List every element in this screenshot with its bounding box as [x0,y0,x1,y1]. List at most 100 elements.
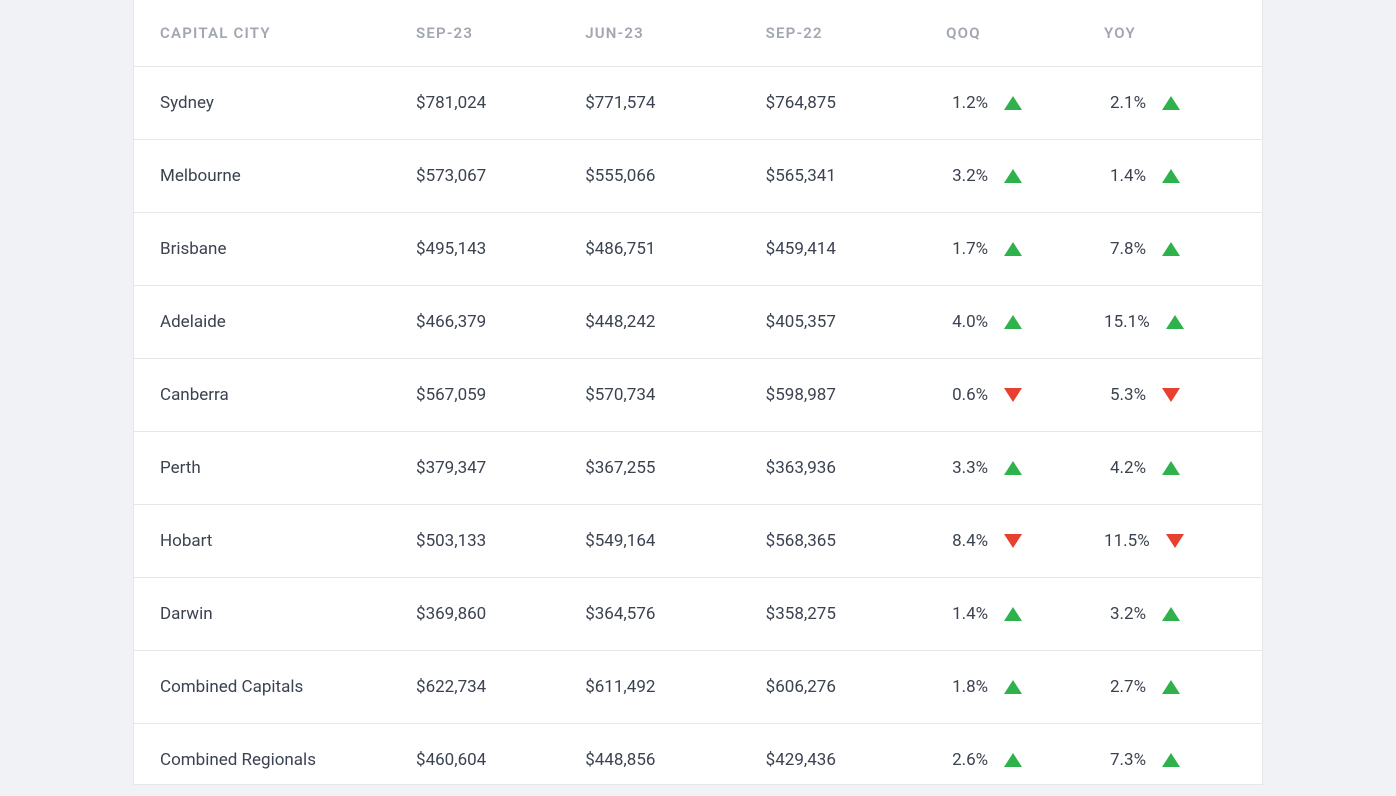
cell-city: Perth [134,432,416,505]
cell-qoq: 1.2% [946,67,1104,140]
qoq-value: 1.2% [946,93,988,113]
qoq-value: 2.6% [946,750,988,770]
cell-sep23: $495,143 [416,213,585,286]
triangle-up-icon [1004,607,1022,621]
cell-sep22: $429,436 [766,724,946,796]
table-row: Sydney$781,024$771,574$764,8751.2%2.1% [134,67,1262,140]
triangle-up-icon [1004,461,1022,475]
triangle-up-icon [1162,461,1180,475]
col-header-jun23: JUN-23 [585,0,765,67]
cell-city: Canberra [134,359,416,432]
cell-sep23: $573,067 [416,140,585,213]
yoy-value: 3.2% [1104,604,1146,624]
table-row: Brisbane$495,143$486,751$459,4141.7% 7.8% [134,213,1262,286]
yoy-value: 7.3% [1104,750,1146,770]
cell-jun23: $364,576 [585,578,765,651]
cell-qoq: 1.4% [946,578,1104,651]
triangle-up-icon [1004,169,1022,183]
triangle-up-icon [1162,680,1180,694]
qoq-value: 1.4% [946,604,988,624]
triangle-up-icon [1004,96,1022,110]
table-row: Adelaide$466,379$448,242$405,3574.0%15.1… [134,286,1262,359]
cell-sep22: $565,341 [766,140,946,213]
cell-sep22: $764,875 [766,67,946,140]
table-row: Hobart$503,133$549,164$568,3658.4%11.5% [134,505,1262,578]
cell-yoy: 15.1% [1104,286,1262,359]
cell-yoy: 2.1% [1104,67,1262,140]
cell-sep22: $459,414 [766,213,946,286]
yoy-value: 5.3% [1104,385,1146,405]
cell-sep22: $405,357 [766,286,946,359]
table-body: Sydney$781,024$771,574$764,8751.2%2.1%Me… [134,67,1262,796]
triangle-up-icon [1162,96,1180,110]
yoy-value: 2.7% [1104,677,1146,697]
table-row: Melbourne$573,067$555,066$565,3413.2%1.4… [134,140,1262,213]
cell-yoy: 1.4% [1104,140,1262,213]
qoq-value: 4.0% [946,312,988,332]
yoy-value: 11.5% [1104,531,1150,551]
cell-jun23: $771,574 [585,67,765,140]
triangle-up-icon [1162,607,1180,621]
table-row: Perth$379,347$367,255$363,9363.3% 4.2% [134,432,1262,505]
triangle-up-icon [1166,315,1184,329]
qoq-value: 8.4% [946,531,988,551]
cell-qoq: 8.4% [946,505,1104,578]
cell-jun23: $448,856 [585,724,765,796]
cell-city: Darwin [134,578,416,651]
table-header: CAPITAL CITY SEP-23 JUN-23 SEP-22 QOQ YO… [134,0,1262,67]
cell-qoq: 4.0% [946,286,1104,359]
cell-qoq: 3.3% [946,432,1104,505]
cell-yoy: 4.2% [1104,432,1262,505]
cell-city: Brisbane [134,213,416,286]
cell-qoq: 2.6% [946,724,1104,796]
cell-sep22: $358,275 [766,578,946,651]
triangle-down-icon [1004,534,1022,548]
yoy-value: 15.1% [1104,312,1150,332]
price-table: CAPITAL CITY SEP-23 JUN-23 SEP-22 QOQ YO… [134,0,1262,796]
cell-yoy: 5.3% [1104,359,1262,432]
yoy-value: 4.2% [1104,458,1146,478]
col-header-qoq: QOQ [946,0,1104,67]
cell-sep22: $363,936 [766,432,946,505]
yoy-value: 7.8% [1104,239,1146,259]
yoy-value: 2.1% [1104,93,1146,113]
cell-city: Adelaide [134,286,416,359]
col-header-yoy: YOY [1104,0,1262,67]
table-row: Combined Capitals$622,734$611,492$606,27… [134,651,1262,724]
triangle-up-icon [1162,169,1180,183]
cell-sep23: $781,024 [416,67,585,140]
cell-city: Combined Regionals [134,724,416,796]
cell-sep22: $568,365 [766,505,946,578]
triangle-up-icon [1162,242,1180,256]
cell-sep23: $379,347 [416,432,585,505]
qoq-value: 3.3% [946,458,988,478]
cell-yoy: 7.8% [1104,213,1262,286]
qoq-value: 1.8% [946,677,988,697]
cell-sep23: $503,133 [416,505,585,578]
triangle-up-icon [1004,242,1022,256]
cell-sep23: $466,379 [416,286,585,359]
qoq-value: 1.7% [946,239,988,259]
cell-qoq: 1.8% [946,651,1104,724]
cell-jun23: $486,751 [585,213,765,286]
table-row: Canberra$567,059$570,734$598,9870.6%5.3% [134,359,1262,432]
col-header-sep23: SEP-23 [416,0,585,67]
cell-yoy: 11.5% [1104,505,1262,578]
cell-sep22: $598,987 [766,359,946,432]
cell-qoq: 0.6% [946,359,1104,432]
qoq-value: 0.6% [946,385,988,405]
cell-jun23: $570,734 [585,359,765,432]
cell-sep23: $622,734 [416,651,585,724]
cell-sep22: $606,276 [766,651,946,724]
col-header-city: CAPITAL CITY [134,0,416,67]
triangle-up-icon [1162,753,1180,767]
triangle-down-icon [1166,534,1184,548]
triangle-down-icon [1004,388,1022,402]
yoy-value: 1.4% [1104,166,1146,186]
triangle-down-icon [1162,388,1180,402]
qoq-value: 3.2% [946,166,988,186]
cell-qoq: 1.7% [946,213,1104,286]
cell-jun23: $367,255 [585,432,765,505]
table-row: Darwin$369,860$364,576$358,2751.4%3.2% [134,578,1262,651]
price-table-container: CAPITAL CITY SEP-23 JUN-23 SEP-22 QOQ YO… [133,0,1263,785]
